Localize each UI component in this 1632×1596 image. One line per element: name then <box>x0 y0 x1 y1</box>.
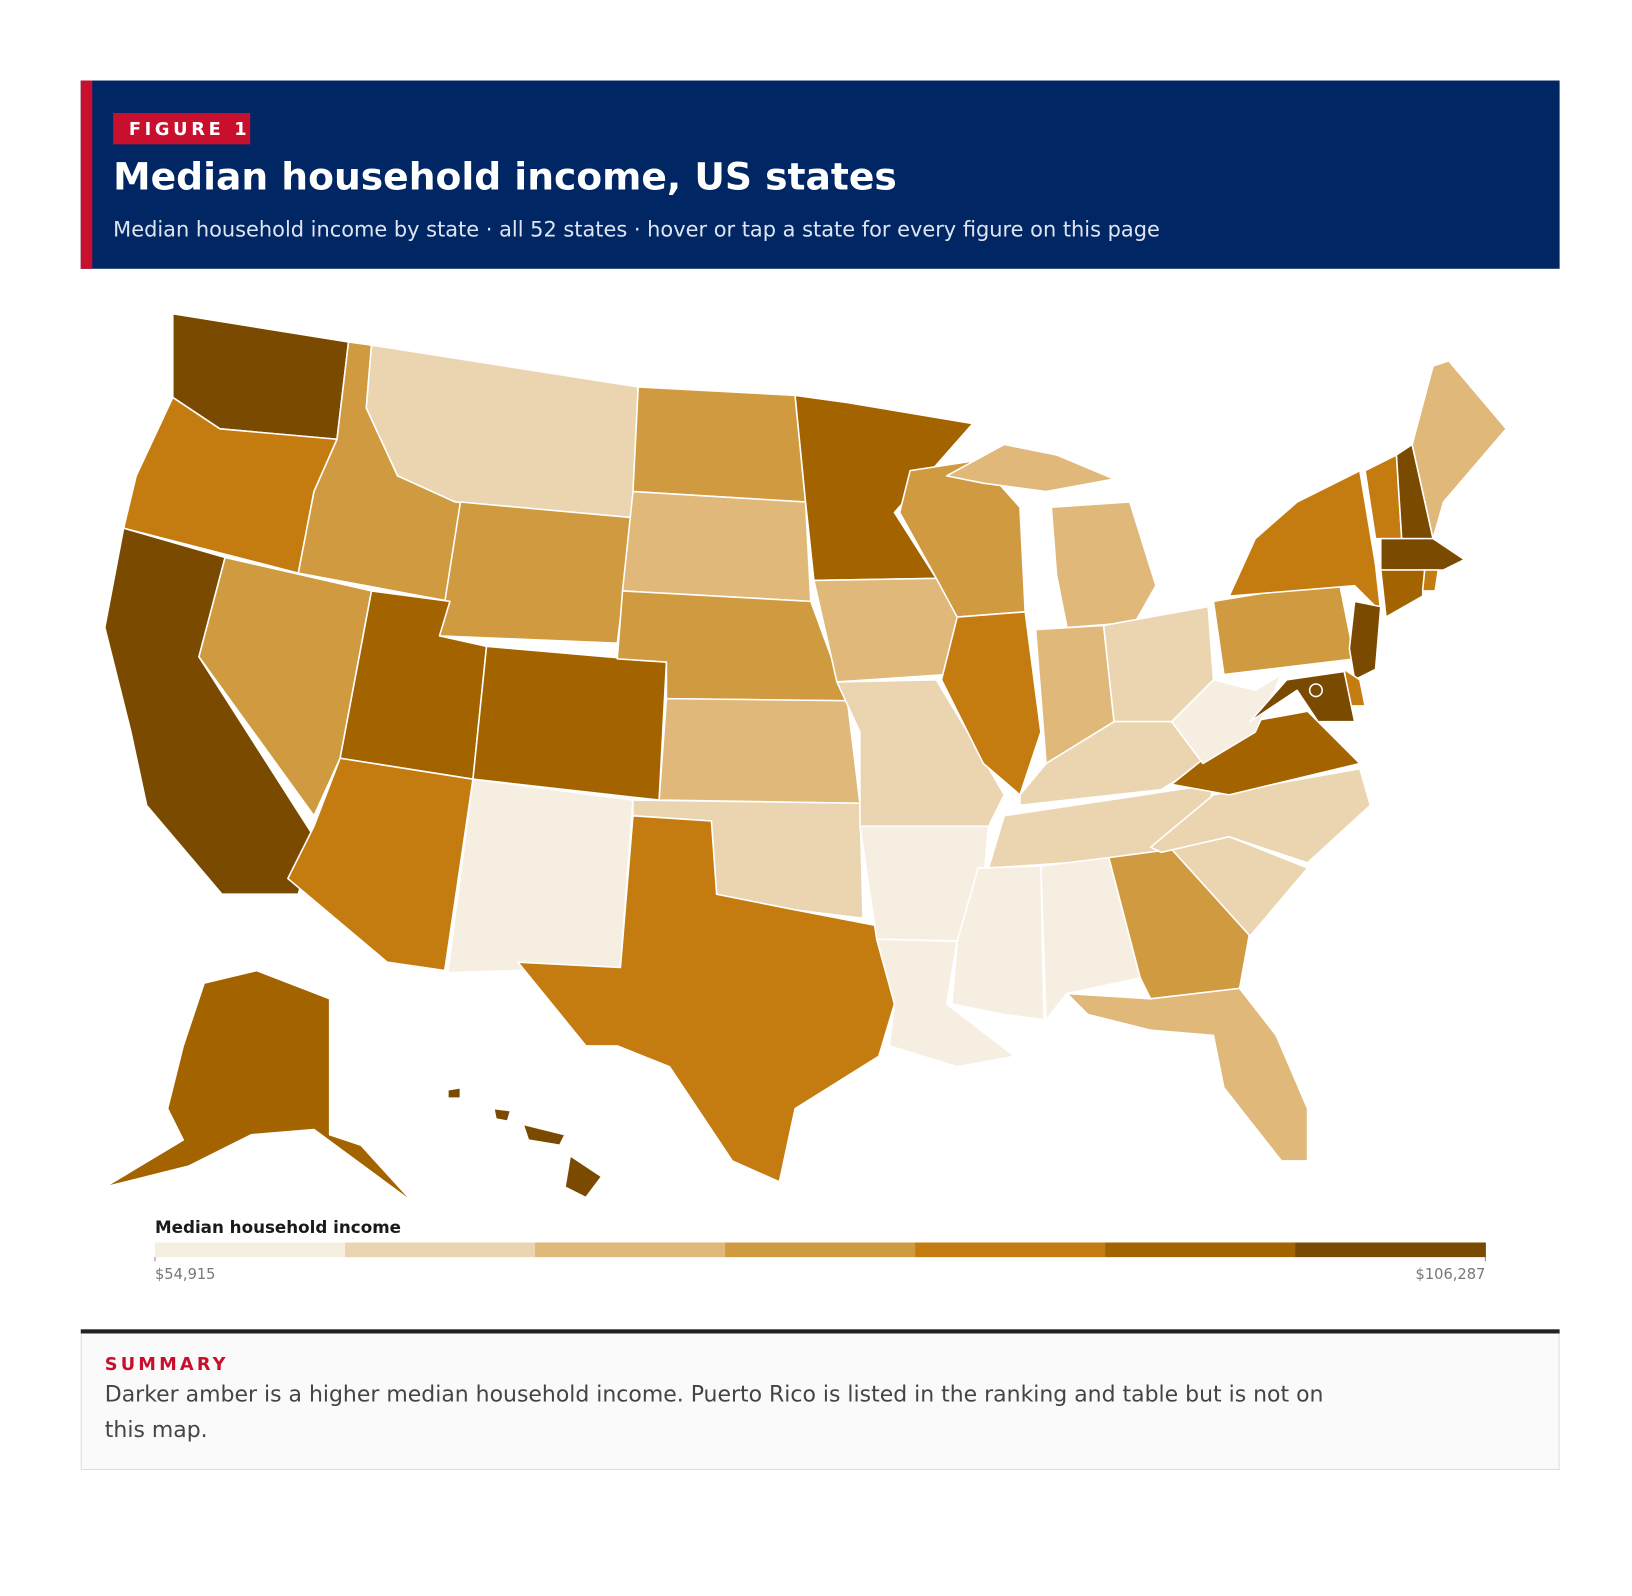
header-stripe <box>80 80 93 269</box>
state[interactable] <box>1308 683 1323 698</box>
state[interactable] <box>1348 600 1382 681</box>
state[interactable] <box>632 386 807 503</box>
state[interactable] <box>447 1086 462 1099</box>
summary-rule <box>80 1329 1560 1334</box>
state[interactable] <box>1170 673 1283 765</box>
state[interactable] <box>472 645 668 801</box>
state[interactable] <box>198 556 373 817</box>
state[interactable] <box>1379 569 1426 618</box>
state[interactable] <box>1228 469 1382 613</box>
state[interactable] <box>493 1107 512 1122</box>
summary-box <box>80 1330 1560 1470</box>
summary-heading: SUMMARY <box>105 1355 229 1375</box>
figure-badge <box>113 112 251 145</box>
legend-max-label: $106,287 <box>1416 1266 1486 1283</box>
state[interactable] <box>658 697 861 805</box>
legend-swatch <box>725 1242 916 1258</box>
state[interactable] <box>522 1123 566 1147</box>
state[interactable] <box>836 679 1006 828</box>
state[interactable] <box>1040 856 1142 1021</box>
map <box>104 312 1508 1204</box>
legend-swatch <box>345 1242 536 1258</box>
state[interactable] <box>104 969 415 1204</box>
summary-container: Darker amber is a higher median househol… <box>104 1381 1324 1443</box>
figure-label: FIGURE 1 <box>129 120 250 140</box>
state[interactable] <box>1050 501 1157 629</box>
state[interactable] <box>875 938 1016 1068</box>
legend-title: Median household income <box>155 1217 401 1237</box>
subtitle: Median household income by state · all 5… <box>113 217 1160 241</box>
state[interactable] <box>517 814 896 1183</box>
state[interactable] <box>1364 454 1403 540</box>
state[interactable] <box>1066 987 1309 1162</box>
title: Median household income, US states <box>113 154 897 198</box>
state[interactable] <box>1379 537 1466 571</box>
legend-swatch <box>1295 1242 1486 1258</box>
legend-swatch <box>535 1242 726 1258</box>
legend-swatch <box>915 1242 1106 1258</box>
state[interactable] <box>945 443 1115 493</box>
state[interactable] <box>564 1154 603 1199</box>
state[interactable] <box>621 490 812 603</box>
legend-ramp <box>155 1242 1486 1258</box>
state[interactable] <box>447 778 634 974</box>
legend-swatch <box>155 1242 346 1258</box>
header-band <box>80 80 1560 269</box>
legend-swatch <box>1105 1242 1296 1258</box>
state[interactable] <box>1421 569 1440 592</box>
summary-text: Darker amber is a higher median househol… <box>104 1381 1324 1443</box>
state[interactable] <box>438 501 634 644</box>
state[interactable] <box>794 394 974 582</box>
state[interactable] <box>1249 670 1356 723</box>
legend-min-label: $54,915 <box>155 1266 215 1283</box>
